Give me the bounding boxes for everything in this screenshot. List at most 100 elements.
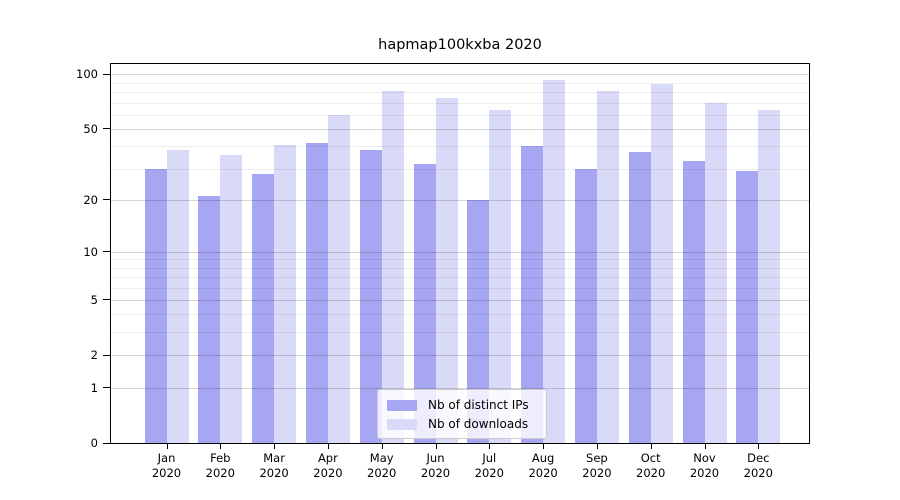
y-axis-tick: [103, 387, 110, 389]
y-axis-tick: [103, 128, 110, 130]
x-axis-tick-label: Dec 2020: [730, 451, 786, 481]
month-label: Aug: [531, 451, 555, 465]
major-gridline: [111, 128, 809, 130]
minor-gridline: [111, 102, 809, 104]
grid-layer: [111, 64, 809, 443]
x-axis-tick-label: Nov 2020: [677, 451, 733, 481]
bar-distinct-ips-jul: [467, 199, 490, 443]
year-label: 2020: [259, 466, 289, 480]
bar-distinct-ips-may: [359, 150, 382, 443]
minor-gridline: [111, 82, 809, 84]
bar-distinct-ips-dec: [736, 171, 759, 443]
x-axis-tick-label: Apr 2020: [300, 451, 356, 481]
x-axis-tick-label: Aug 2020: [515, 451, 571, 481]
y-axis-tick: [103, 354, 110, 356]
x-axis-tick: [650, 444, 652, 449]
x-axis-tick-label: Sep 2020: [569, 451, 625, 481]
year-label: 2020: [367, 466, 397, 480]
legend-item-downloads: Nb of downloads: [387, 416, 546, 432]
x-axis-tick: [596, 444, 598, 449]
minor-gridline: [111, 259, 809, 261]
x-axis-tick: [327, 444, 329, 449]
x-axis-tick: [274, 444, 276, 449]
minor-gridline: [111, 92, 809, 93]
year-label: 2020: [474, 466, 504, 480]
month-label: Dec: [747, 451, 770, 465]
y-axis-tick-label: 10: [83, 244, 98, 259]
month-label: Sep: [586, 451, 608, 465]
y-axis-tick: [103, 299, 110, 301]
legend: Nb of distinct IPs Nb of downloads: [377, 389, 547, 439]
x-axis-tick-label: Oct 2020: [623, 451, 679, 481]
legend-item-distinct-ips: Nb of distinct IPs: [387, 397, 546, 413]
year-label: 2020: [151, 466, 182, 480]
month-label: Jan: [157, 451, 176, 465]
major-gridline: [111, 74, 809, 76]
x-axis-tick: [489, 444, 491, 449]
x-axis-tick-label: Jul 2020: [461, 451, 517, 481]
x-axis-tick: [381, 444, 383, 449]
major-gridline: [111, 299, 809, 301]
y-axis-tick-label: 0: [90, 436, 98, 450]
legend-label-distinct-ips: Nb of distinct IPs: [428, 397, 529, 412]
month-label: May: [369, 451, 394, 465]
bar-downloads-jan: [166, 150, 189, 443]
major-gridline: [111, 355, 809, 357]
x-axis-tick: [435, 444, 437, 449]
bars-layer: [111, 64, 809, 443]
y-axis-tick-label: 5: [90, 292, 98, 307]
month-label: Apr: [317, 451, 338, 465]
month-label: Nov: [693, 451, 716, 465]
bar-distinct-ips-nov: [682, 161, 705, 443]
minor-gridline: [111, 287, 809, 289]
month-label: Feb: [210, 451, 231, 465]
minor-gridline: [111, 332, 809, 334]
bar-downloads-may: [381, 91, 404, 443]
x-axis-tick: [166, 444, 168, 449]
x-axis-tick: [704, 444, 706, 449]
bar-downloads-dec: [758, 109, 781, 443]
bar-distinct-ips-oct: [628, 152, 651, 443]
year-label: 2020: [743, 466, 773, 480]
bar-distinct-ips-jan: [144, 168, 167, 443]
chart-title: hapmap100kxba 2020: [378, 37, 542, 53]
minor-gridline: [111, 146, 809, 148]
bar-downloads-jul: [489, 109, 512, 443]
legend-label-downloads: Nb of downloads: [428, 416, 529, 431]
month-label: Oct: [640, 451, 661, 465]
bar-distinct-ips-apr: [305, 142, 328, 443]
x-axis-tick: [543, 444, 545, 449]
bar-downloads-feb: [220, 154, 243, 443]
x-axis-tick-label: Feb 2020: [192, 451, 248, 481]
x-axis-tick-label: Mar 2020: [246, 451, 302, 481]
x-axis-tick: [220, 444, 222, 449]
bar-distinct-ips-jun: [413, 163, 436, 443]
minor-gridline: [111, 168, 809, 170]
y-axis-tick-label: 2: [90, 348, 98, 363]
minor-gridline: [111, 276, 809, 278]
bar-downloads-apr: [327, 114, 350, 443]
bar-downloads-mar: [274, 144, 297, 443]
y-axis-tick-label: 20: [83, 192, 98, 207]
major-gridline: [111, 387, 809, 389]
year-label: 2020: [313, 466, 343, 480]
y-axis-tick-label: 100: [76, 67, 98, 82]
bar-distinct-ips-sep: [574, 168, 597, 443]
year-label: 2020: [528, 466, 558, 480]
major-gridline: [111, 199, 809, 201]
minor-gridline: [111, 114, 809, 116]
x-axis-tick-label: May 2020: [354, 451, 410, 481]
y-axis-tick: [103, 251, 110, 252]
bar-distinct-ips-mar: [252, 174, 275, 443]
bar-downloads-jun: [435, 98, 458, 443]
legend-swatch-distinct-ips: [387, 399, 417, 411]
year-label: 2020: [582, 466, 612, 480]
major-gridline: [111, 251, 809, 253]
minor-gridline: [111, 314, 809, 316]
year-label: 2020: [420, 466, 451, 480]
bar-downloads-oct: [650, 83, 673, 443]
bar-downloads-nov: [704, 102, 727, 443]
plot-area: [110, 63, 810, 444]
x-axis-tick: [758, 444, 760, 449]
